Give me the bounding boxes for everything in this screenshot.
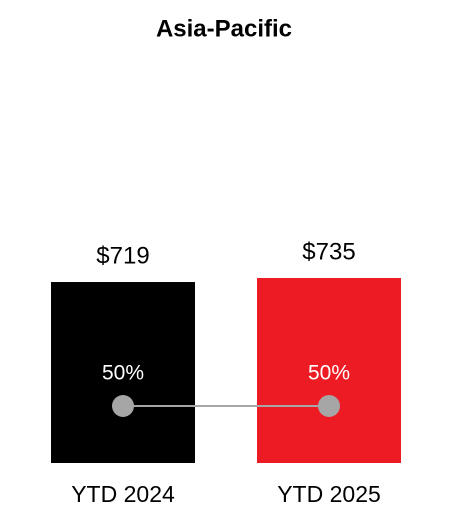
point-label: 50% xyxy=(102,362,144,385)
value-label: $735 xyxy=(302,238,355,265)
line-point xyxy=(318,395,340,417)
bar xyxy=(257,278,401,463)
line-point xyxy=(112,395,134,417)
bar xyxy=(51,282,195,463)
x-tick-label: YTD 2025 xyxy=(277,481,381,507)
chart-title: Asia-Pacific xyxy=(156,15,292,42)
x-tick-label: YTD 2024 xyxy=(71,481,175,507)
point-label: 50% xyxy=(308,362,350,385)
value-label: $719 xyxy=(96,242,149,269)
